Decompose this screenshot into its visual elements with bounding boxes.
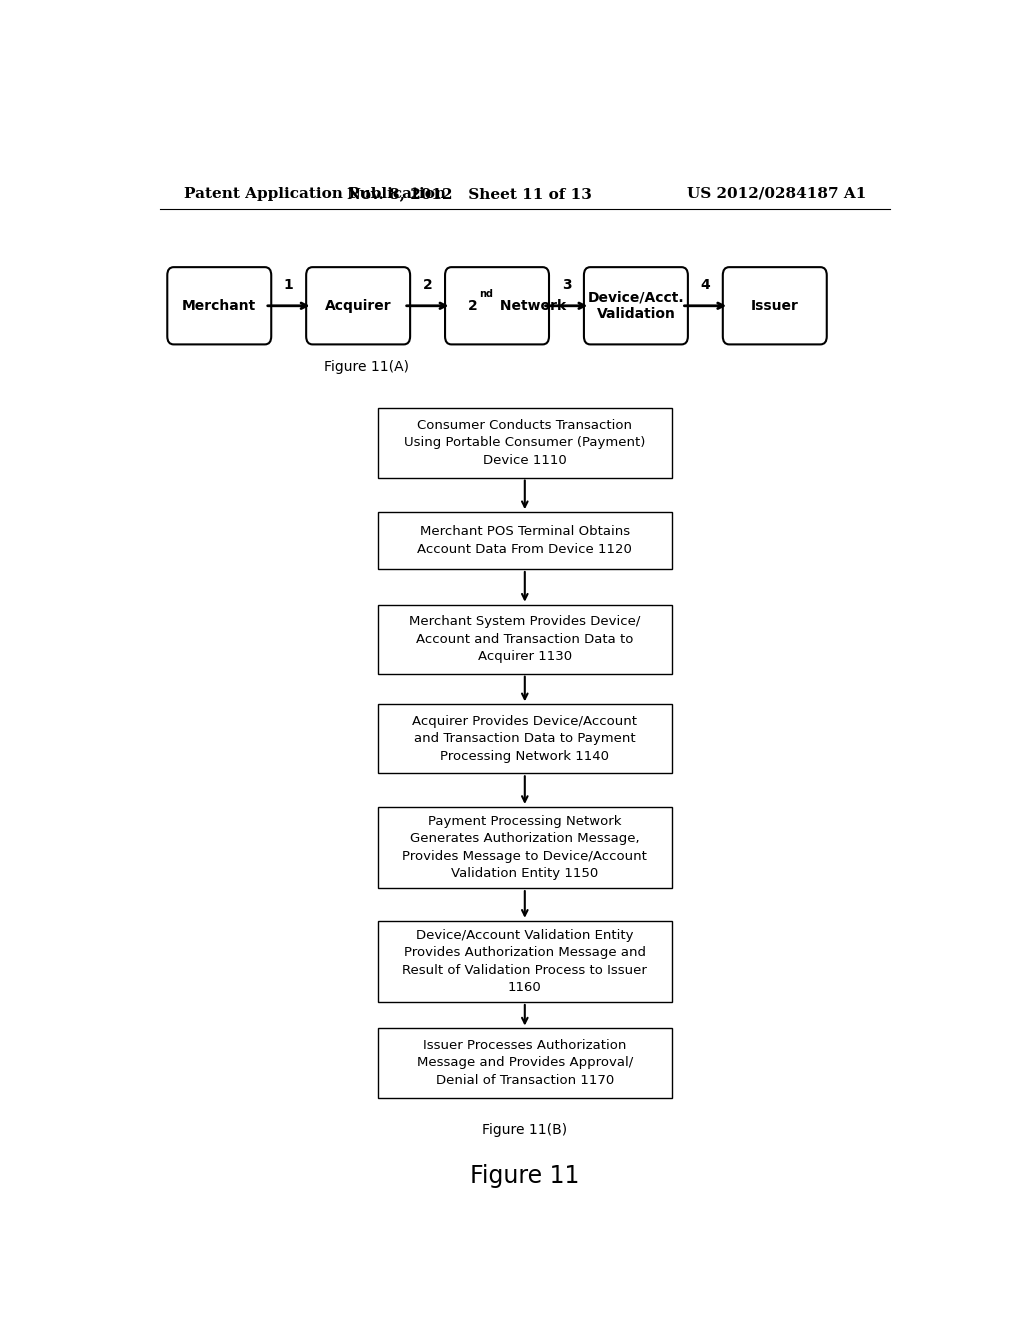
Text: Acquirer Provides Device/Account
and Transaction Data to Payment
Processing Netw: Acquirer Provides Device/Account and Tra… bbox=[413, 714, 637, 763]
FancyBboxPatch shape bbox=[378, 512, 672, 569]
FancyBboxPatch shape bbox=[378, 605, 672, 673]
FancyBboxPatch shape bbox=[378, 1028, 672, 1097]
FancyBboxPatch shape bbox=[445, 267, 549, 345]
FancyBboxPatch shape bbox=[378, 408, 672, 478]
Text: Figure 11(B): Figure 11(B) bbox=[482, 1123, 567, 1137]
Text: Device/Account Validation Entity
Provides Authorization Message and
Result of Va: Device/Account Validation Entity Provide… bbox=[402, 928, 647, 994]
Text: 2: 2 bbox=[423, 279, 432, 293]
Text: 4: 4 bbox=[700, 279, 711, 293]
FancyBboxPatch shape bbox=[378, 807, 672, 888]
Text: 2: 2 bbox=[467, 298, 477, 313]
Text: Acquirer: Acquirer bbox=[325, 298, 391, 313]
Text: Figure 11: Figure 11 bbox=[470, 1164, 580, 1188]
Text: Figure 11(A): Figure 11(A) bbox=[324, 360, 409, 374]
Text: Device/Acct.
Validation: Device/Acct. Validation bbox=[588, 290, 684, 321]
Text: Patent Application Publication: Patent Application Publication bbox=[183, 187, 445, 201]
FancyBboxPatch shape bbox=[723, 267, 826, 345]
FancyBboxPatch shape bbox=[167, 267, 271, 345]
Text: Payment Processing Network
Generates Authorization Message,
Provides Message to : Payment Processing Network Generates Aut… bbox=[402, 814, 647, 880]
Text: Issuer Processes Authorization
Message and Provides Approval/
Denial of Transact: Issuer Processes Authorization Message a… bbox=[417, 1039, 633, 1086]
Text: Merchant System Provides Device/
Account and Transaction Data to
Acquirer 1130: Merchant System Provides Device/ Account… bbox=[410, 615, 640, 663]
Text: Merchant POS Terminal Obtains
Account Data From Device 1120: Merchant POS Terminal Obtains Account Da… bbox=[418, 525, 632, 556]
Text: 1: 1 bbox=[284, 279, 294, 293]
Text: nd: nd bbox=[479, 289, 493, 298]
Text: Merchant: Merchant bbox=[182, 298, 256, 313]
Text: US 2012/0284187 A1: US 2012/0284187 A1 bbox=[687, 187, 866, 201]
Text: Consumer Conducts Transaction
Using Portable Consumer (Payment)
Device 1110: Consumer Conducts Transaction Using Port… bbox=[404, 418, 645, 467]
Text: Issuer: Issuer bbox=[751, 298, 799, 313]
FancyBboxPatch shape bbox=[584, 267, 688, 345]
FancyBboxPatch shape bbox=[378, 704, 672, 774]
Text: 3: 3 bbox=[561, 279, 571, 293]
Text: Nov. 8, 2012   Sheet 11 of 13: Nov. 8, 2012 Sheet 11 of 13 bbox=[347, 187, 592, 201]
FancyBboxPatch shape bbox=[306, 267, 411, 345]
Text: Network: Network bbox=[495, 298, 566, 313]
FancyBboxPatch shape bbox=[378, 921, 672, 1002]
